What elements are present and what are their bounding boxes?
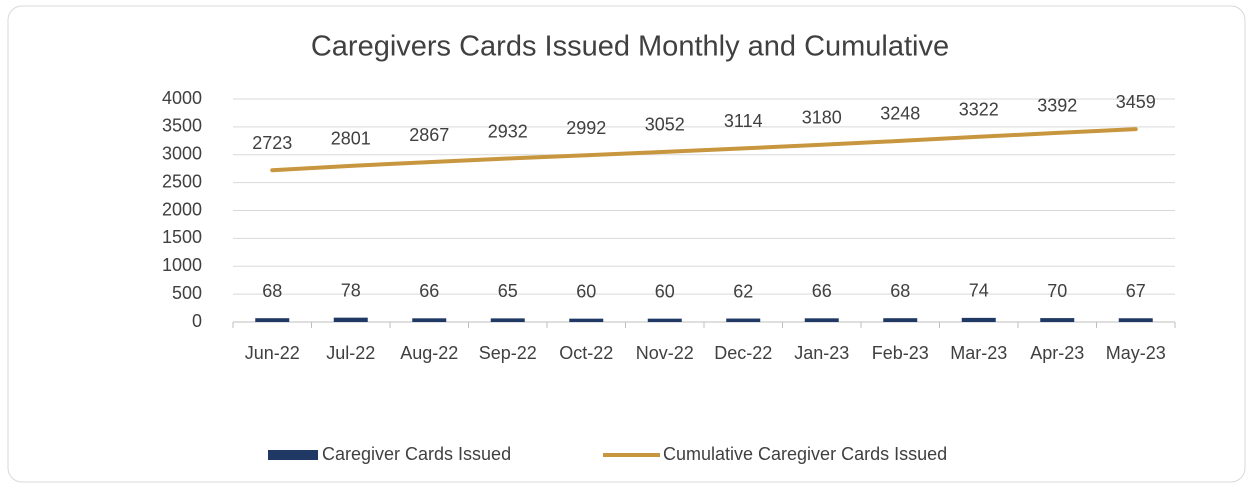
x-tick-label: Jan-23 [794,343,849,363]
data-label: 74 [969,281,989,301]
x-tick-label: Dec-22 [714,343,772,363]
bar [490,318,525,322]
data-label: 2801 [331,129,371,149]
bar [333,317,368,322]
y-tick-label: 2500 [162,171,202,191]
data-label: 78 [341,280,361,300]
y-tick-label: 1000 [162,255,202,275]
legend-label: Cumulative Caregiver Cards Issued [663,444,947,464]
chart-frame [7,5,1246,483]
bar [1118,318,1153,322]
data-label: 67 [1126,281,1146,301]
legend-label: Caregiver Cards Issued [322,444,511,464]
y-tick-label: 3500 [162,116,202,136]
data-label: 60 [655,281,675,301]
data-label: 3459 [1116,92,1156,112]
x-tick-label: Sep-22 [479,343,537,363]
bar [961,317,996,322]
data-label: 2867 [409,125,449,145]
data-label: 3248 [880,104,920,124]
data-label: 2723 [252,133,292,153]
data-label: 3114 [724,111,763,131]
y-tick-label: 2000 [162,199,202,219]
y-tick-label: 500 [172,283,202,303]
bar [1040,318,1075,322]
bar [726,318,761,322]
bar [883,318,918,322]
data-label: 66 [812,281,832,301]
data-label: 68 [890,281,910,301]
y-tick-label: 4000 [162,88,202,108]
x-tick-label: Jul-22 [326,343,375,363]
bar [569,318,604,322]
x-tick-label: Oct-22 [559,343,613,363]
y-tick-label: 1500 [162,227,202,247]
x-tick-label: Nov-22 [636,343,694,363]
x-tick-label: May-23 [1106,343,1166,363]
chart-title: Caregivers Cards Issued Monthly and Cumu… [311,31,949,63]
x-tick-label: Mar-23 [950,343,1007,363]
bar [804,318,839,322]
data-label: 2992 [566,118,606,138]
x-tick-label: Feb-23 [872,343,929,363]
data-label: 68 [262,281,282,301]
y-tick-label: 0 [192,311,202,331]
data-label: 2932 [488,121,528,141]
x-tick-label: Jun-22 [245,343,300,363]
x-tick-label: Apr-23 [1030,343,1084,363]
data-label: 62 [733,281,753,301]
data-label: 3392 [1037,96,1077,116]
bar [412,318,447,322]
bar [647,318,682,322]
x-tick-label: Aug-22 [400,343,458,363]
data-label: 66 [419,281,439,301]
data-label: 60 [576,281,596,301]
data-label: 3180 [802,107,842,127]
legend-swatch [268,450,318,460]
data-label: 3052 [645,115,685,135]
data-label: 3322 [959,100,999,120]
y-tick-label: 3000 [162,144,202,164]
data-label: 70 [1047,281,1067,301]
data-label: 65 [498,281,518,301]
line [270,127,1138,173]
bar [255,318,290,322]
